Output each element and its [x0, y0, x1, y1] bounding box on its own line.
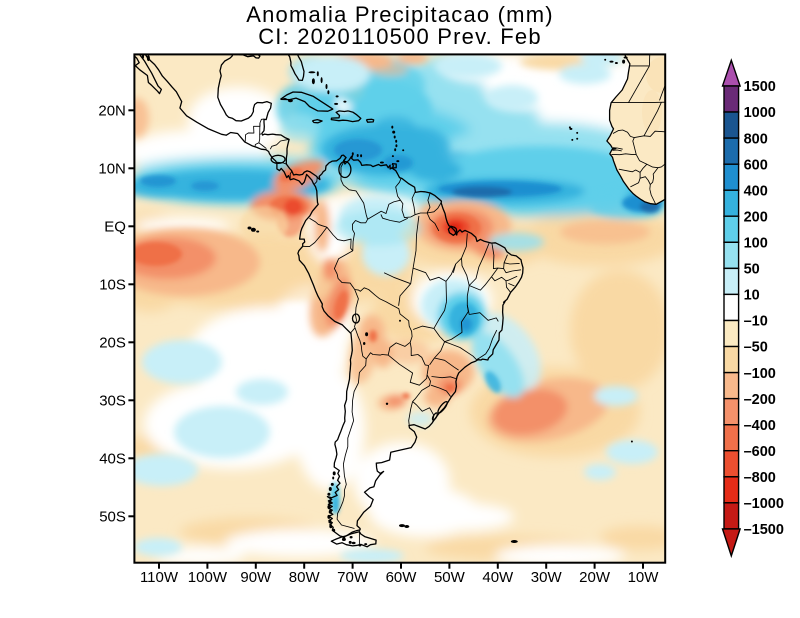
svg-text:90W: 90W	[240, 569, 272, 586]
svg-text:–600: –600	[744, 444, 776, 460]
svg-text:40S: 40S	[99, 451, 126, 468]
svg-text:80W: 80W	[289, 569, 321, 586]
svg-text:–50: –50	[744, 340, 768, 356]
svg-text:200: 200	[744, 209, 768, 225]
svg-text:10W: 10W	[628, 569, 660, 586]
svg-text:CI: 2020110500 Prev. Feb: CI: 2020110500 Prev. Feb	[258, 24, 542, 49]
svg-text:1500: 1500	[744, 79, 776, 95]
svg-text:600: 600	[744, 157, 768, 173]
svg-text:100W: 100W	[188, 569, 228, 586]
svg-text:–400: –400	[744, 418, 776, 434]
svg-text:70W: 70W	[337, 569, 369, 586]
svg-text:10N: 10N	[98, 161, 126, 178]
svg-text:800: 800	[744, 131, 768, 147]
svg-text:50S: 50S	[99, 509, 126, 526]
svg-text:10: 10	[744, 288, 760, 304]
svg-text:EQ: EQ	[104, 219, 126, 236]
svg-text:–10: –10	[744, 314, 768, 330]
svg-text:–800: –800	[744, 470, 776, 486]
svg-text:400: 400	[744, 183, 768, 199]
svg-text:20S: 20S	[99, 335, 126, 352]
svg-text:40W: 40W	[482, 569, 514, 586]
svg-text:20W: 20W	[579, 569, 611, 586]
svg-text:–200: –200	[744, 392, 776, 408]
svg-text:–1000: –1000	[744, 496, 784, 512]
svg-text:1000: 1000	[744, 105, 776, 121]
svg-text:50: 50	[744, 262, 760, 278]
svg-text:30S: 30S	[99, 393, 126, 410]
svg-text:20N: 20N	[98, 103, 126, 120]
svg-text:–1500: –1500	[744, 522, 784, 538]
svg-text:30W: 30W	[531, 569, 563, 586]
svg-text:Anomalia Precipitacao (mm): Anomalia Precipitacao (mm)	[246, 2, 554, 27]
svg-text:60W: 60W	[386, 569, 418, 586]
svg-text:100: 100	[744, 236, 768, 252]
svg-text:50W: 50W	[434, 569, 466, 586]
svg-text:10S: 10S	[99, 277, 126, 294]
svg-text:110W: 110W	[140, 569, 179, 586]
svg-text:–100: –100	[744, 366, 776, 382]
